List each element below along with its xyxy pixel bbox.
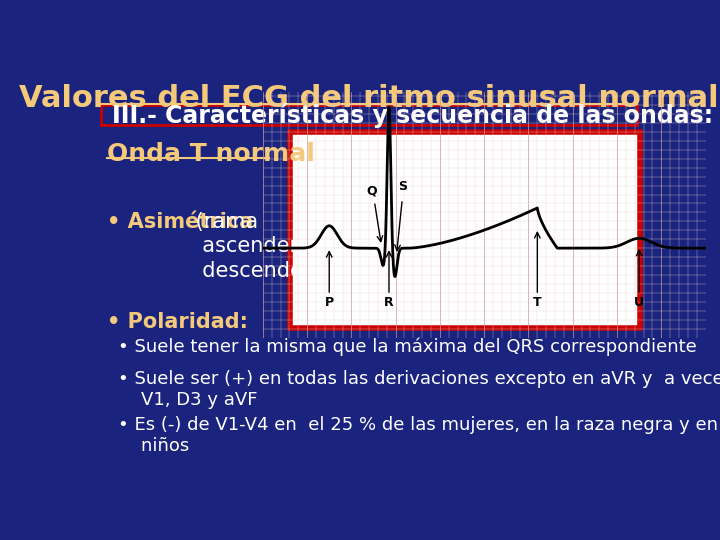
Text: S: S [397, 180, 407, 193]
Text: R: R [384, 296, 394, 309]
Text: P: P [325, 296, 334, 309]
Text: • Suele tener la misma que la máxima del QRS correspondiente: • Suele tener la misma que la máxima del… [118, 337, 697, 356]
Text: Onda T normal: Onda T normal [107, 141, 315, 166]
Text: Valores del ECG del ritmo sinusal normal: Valores del ECG del ritmo sinusal normal [19, 84, 719, 112]
Text: T: T [533, 296, 541, 309]
Text: • Polaridad:: • Polaridad: [107, 312, 248, 332]
Text: (rama
  ascendente lenta y
  descendente rápida): (rama ascendente lenta y descendente ráp… [189, 212, 418, 281]
FancyBboxPatch shape [290, 132, 640, 328]
Text: • Es (-) de V1-V4 en  el 25 % de las mujeres, en la raza negra y en
    niños: • Es (-) de V1-V4 en el 25 % de las muje… [118, 416, 718, 455]
Text: • Suele ser (+) en todas las derivaciones excepto en aVR y  a veces en
    V1, D: • Suele ser (+) en todas las derivacione… [118, 370, 720, 409]
Text: III.- Características y secuencia de las ondas:: III.- Características y secuencia de las… [112, 103, 714, 127]
FancyBboxPatch shape [101, 105, 637, 125]
Text: U: U [634, 296, 644, 309]
Text: • Asimétrica: • Asimétrica [107, 212, 253, 232]
Text: Q: Q [366, 185, 377, 198]
